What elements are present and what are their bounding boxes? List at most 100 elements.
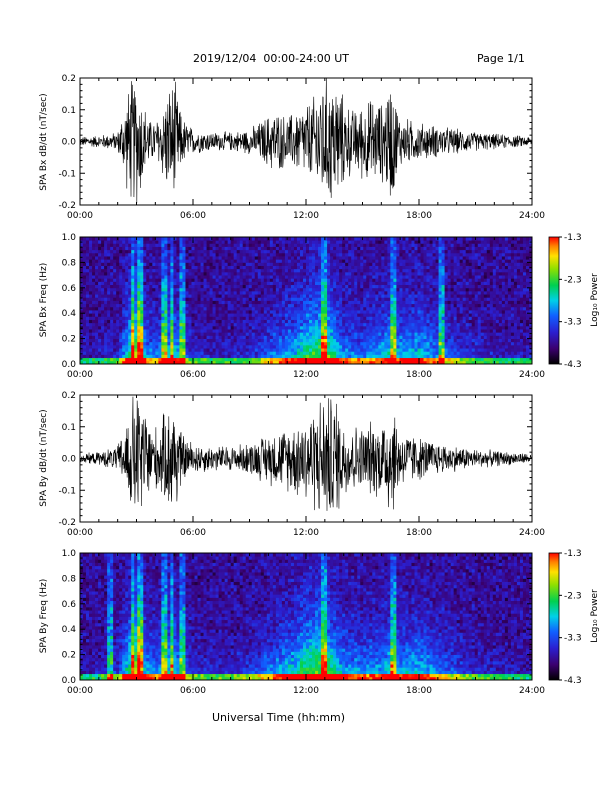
spectrogram-cell bbox=[339, 304, 342, 308]
spectrogram-cell bbox=[225, 358, 228, 362]
spectrogram-cell bbox=[318, 285, 321, 289]
spectrogram-cell bbox=[318, 348, 321, 352]
spectrogram-cell bbox=[140, 297, 143, 301]
spectrogram-cell bbox=[333, 243, 336, 247]
spectrogram-cell bbox=[170, 297, 173, 301]
spectrogram-cell bbox=[445, 345, 448, 349]
spectrogram-cell bbox=[176, 345, 179, 349]
spectrogram-cell bbox=[113, 329, 116, 333]
spectrogram-cell bbox=[140, 262, 143, 266]
spectrogram-cell bbox=[306, 313, 309, 317]
spectrogram-cell bbox=[300, 354, 303, 358]
spectrogram-cell bbox=[98, 332, 101, 336]
spectrogram-cell bbox=[282, 323, 285, 327]
spectrogram-cell bbox=[366, 342, 369, 346]
spectrogram-cell bbox=[405, 272, 408, 276]
spectrogram-cell bbox=[309, 247, 312, 251]
spectrogram-cell bbox=[137, 281, 140, 285]
spectrogram-cell bbox=[366, 326, 369, 330]
spectrogram-cell bbox=[167, 275, 170, 279]
spectrogram-cell bbox=[399, 335, 402, 339]
spectrogram-cell bbox=[210, 332, 213, 336]
spectrogram-cell bbox=[207, 288, 210, 292]
spectrogram-cell bbox=[143, 332, 146, 336]
spectrogram-cell bbox=[137, 348, 140, 352]
spectrogram-cell bbox=[405, 253, 408, 257]
spectrogram-cell bbox=[122, 313, 125, 317]
spectrogram-cell bbox=[303, 313, 306, 317]
spectrogram-cell bbox=[411, 262, 414, 266]
spectrogram-cell bbox=[424, 320, 427, 324]
spectrogram-cell bbox=[228, 243, 231, 247]
spectrogram-cell bbox=[170, 304, 173, 308]
spectrogram-cell bbox=[188, 342, 191, 346]
spectrogram-cell bbox=[95, 304, 98, 308]
spectrogram-cell bbox=[348, 256, 351, 260]
spectrogram-cell bbox=[231, 316, 234, 320]
spectrogram-cell bbox=[439, 339, 442, 343]
spectrogram-cell bbox=[249, 256, 252, 260]
spectrogram-cell bbox=[225, 291, 228, 295]
spectrogram-cell bbox=[300, 351, 303, 355]
spectrogram-cell bbox=[414, 342, 417, 346]
spectrogram-cell bbox=[276, 281, 279, 285]
spectrogram-cell bbox=[342, 354, 345, 358]
spectrogram-cell bbox=[300, 335, 303, 339]
spectrogram-cell bbox=[303, 342, 306, 346]
spectrogram-cell bbox=[430, 262, 433, 266]
spectrogram-cell bbox=[104, 304, 107, 308]
spectrogram-cell bbox=[195, 285, 198, 289]
spectrogram-cell bbox=[318, 329, 321, 333]
spectrogram-cell bbox=[167, 345, 170, 349]
spectrogram-cell bbox=[146, 291, 149, 295]
spectrogram-cell bbox=[225, 269, 228, 273]
spectrogram-cell bbox=[216, 285, 219, 289]
spectrogram-cell bbox=[179, 342, 182, 346]
spectrogram-cell bbox=[228, 247, 231, 251]
spectrogram-cell bbox=[110, 332, 113, 336]
spectrogram-cell bbox=[116, 301, 119, 305]
spectrogram-cell bbox=[240, 262, 243, 266]
spectrogram-cell bbox=[101, 345, 104, 349]
spectrogram-cell bbox=[321, 332, 324, 336]
spectrogram-cell bbox=[276, 332, 279, 336]
spectrogram-cell bbox=[300, 259, 303, 263]
spectrogram-cell bbox=[393, 348, 396, 352]
spectrogram-cell bbox=[104, 259, 107, 263]
spectrogram-cell bbox=[89, 243, 92, 247]
spectrogram-cell bbox=[402, 259, 405, 263]
spectrogram-cell bbox=[249, 294, 252, 298]
spectrogram-cell bbox=[372, 275, 375, 279]
spectrogram-cell bbox=[369, 262, 372, 266]
spectrogram-cell bbox=[421, 316, 424, 320]
spectrogram-cell bbox=[89, 259, 92, 263]
spectrogram-cell bbox=[116, 259, 119, 263]
spectrogram-cell bbox=[173, 354, 176, 358]
spectrogram-cell bbox=[173, 294, 176, 298]
spectrogram-cell bbox=[158, 307, 161, 311]
spectrogram-cell bbox=[279, 294, 282, 298]
spectrogram-cell bbox=[387, 259, 390, 263]
spectrogram-cell bbox=[128, 291, 131, 295]
spectrogram-cell bbox=[219, 272, 222, 276]
spectrogram-cell bbox=[369, 304, 372, 308]
spectrogram-cell bbox=[315, 278, 318, 282]
spectrogram-cell bbox=[201, 351, 204, 355]
spectrogram-cell bbox=[204, 320, 207, 324]
spectrogram-cell bbox=[315, 358, 318, 362]
spectrogram-cell bbox=[164, 323, 167, 327]
spectrogram-cell bbox=[119, 301, 122, 305]
spectrogram-cell bbox=[182, 247, 185, 251]
spectrogram-cell bbox=[158, 329, 161, 333]
spectrogram-cell bbox=[164, 259, 167, 263]
spectrogram-cell bbox=[185, 358, 188, 362]
spectrogram-cell bbox=[378, 247, 381, 251]
spectrogram-cell bbox=[207, 266, 210, 270]
spectrogram-cell bbox=[125, 310, 128, 314]
spectrogram-cell bbox=[312, 335, 315, 339]
spectrogram-cell bbox=[258, 269, 261, 273]
spectrogram-cell bbox=[210, 297, 213, 301]
spectrogram-cell bbox=[354, 291, 357, 295]
spectrogram-cell bbox=[333, 285, 336, 289]
spectrogram-cell bbox=[198, 294, 201, 298]
